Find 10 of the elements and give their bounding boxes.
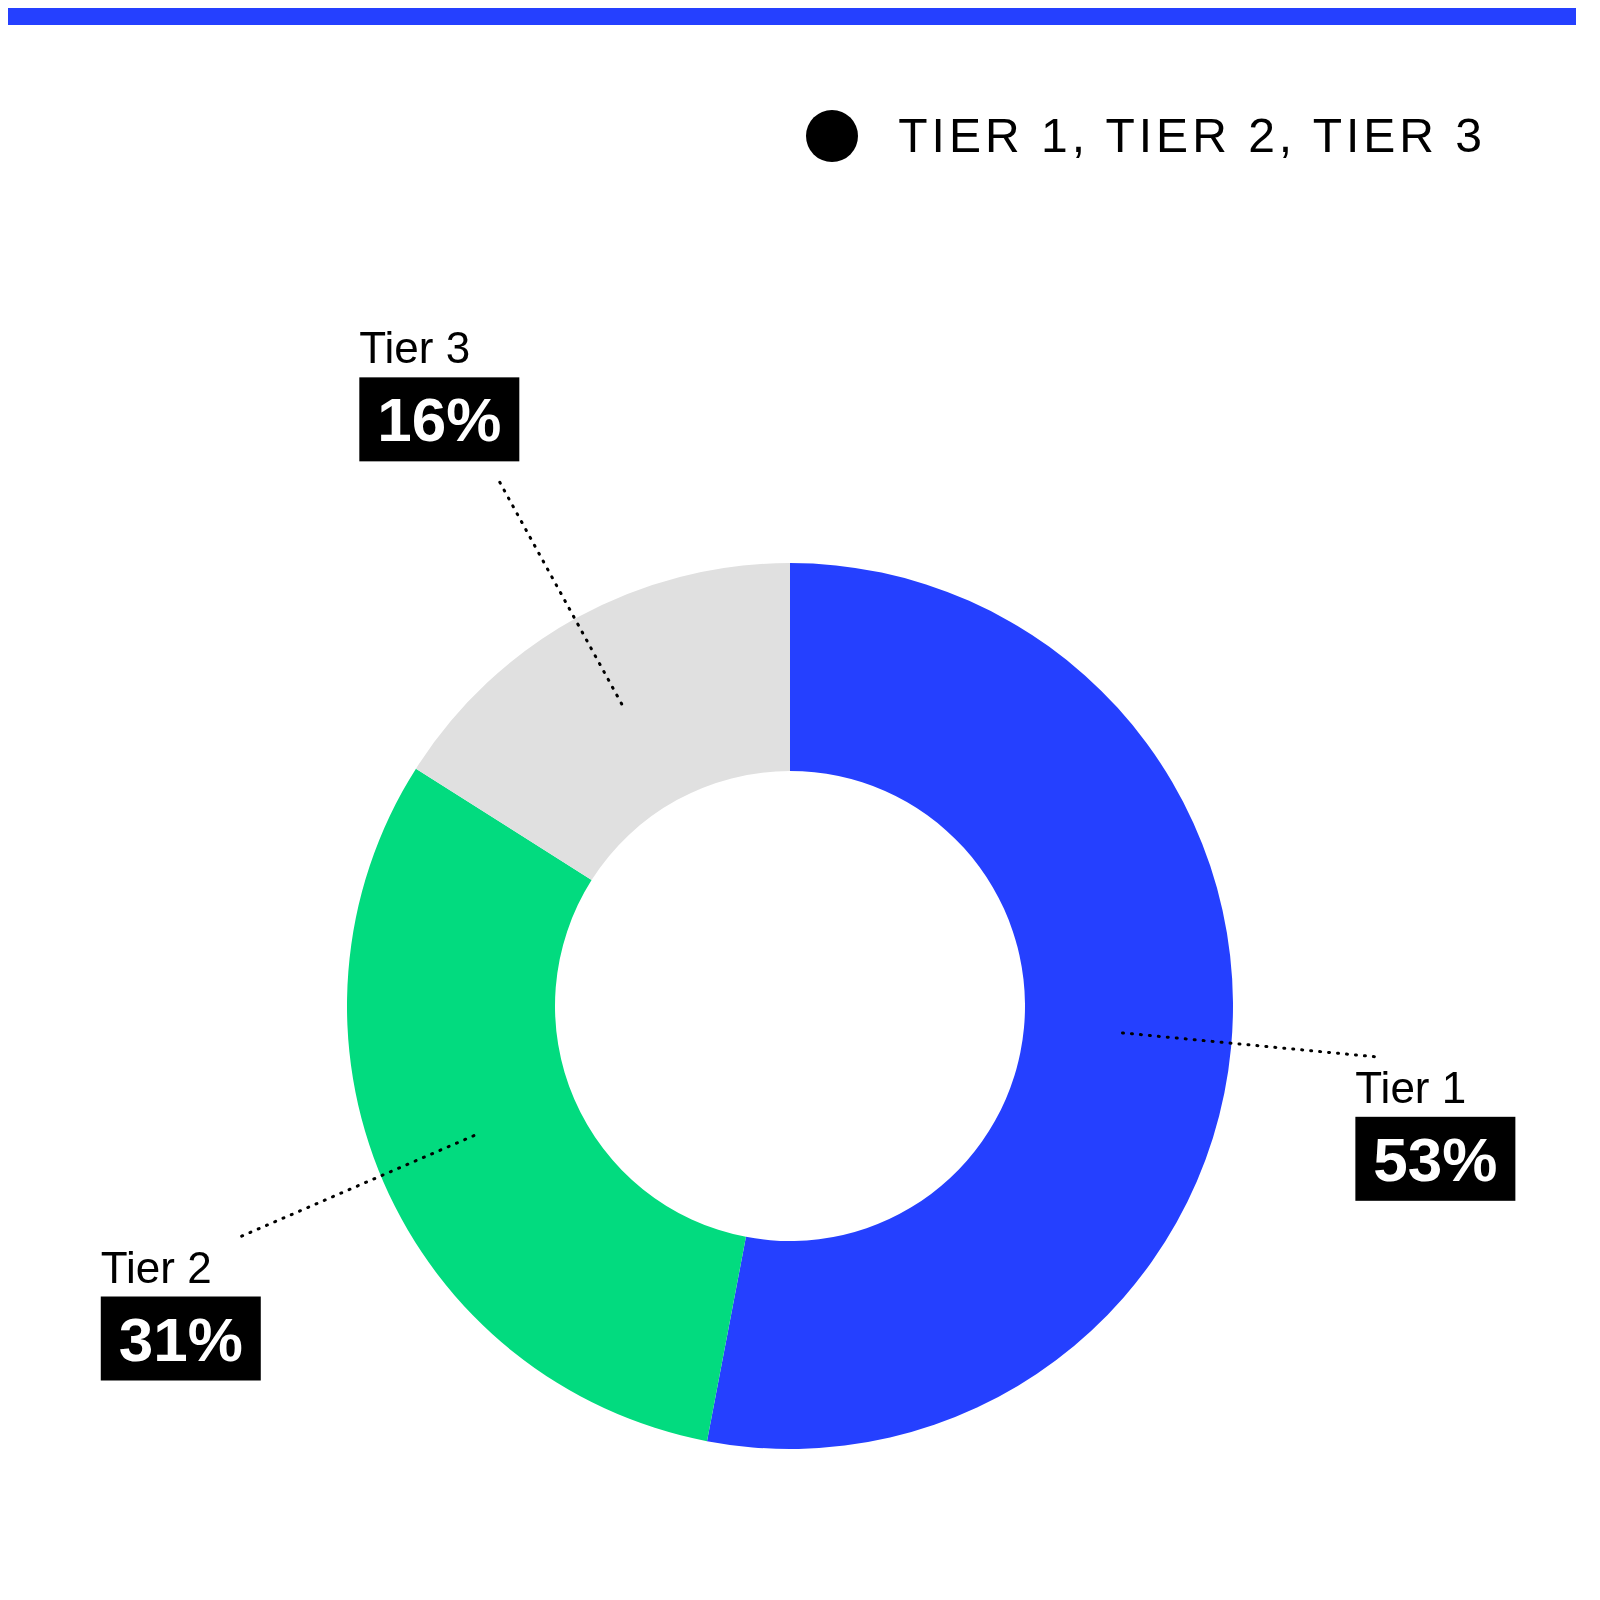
donut-slice bbox=[347, 768, 746, 1442]
slice-label: Tier 1 bbox=[1355, 1062, 1467, 1112]
data-label: 53% bbox=[1373, 1124, 1498, 1194]
slice-label: Tier 2 bbox=[100, 1242, 212, 1292]
donut-slice bbox=[415, 563, 790, 881]
donut-slice bbox=[706, 563, 1233, 1449]
legend-title: TIER 1, TIER 2, TIER 3 bbox=[898, 108, 1486, 163]
slice-label: Tier 3 bbox=[359, 323, 471, 373]
data-label: 31% bbox=[118, 1304, 243, 1374]
data-label: 16% bbox=[377, 385, 502, 455]
